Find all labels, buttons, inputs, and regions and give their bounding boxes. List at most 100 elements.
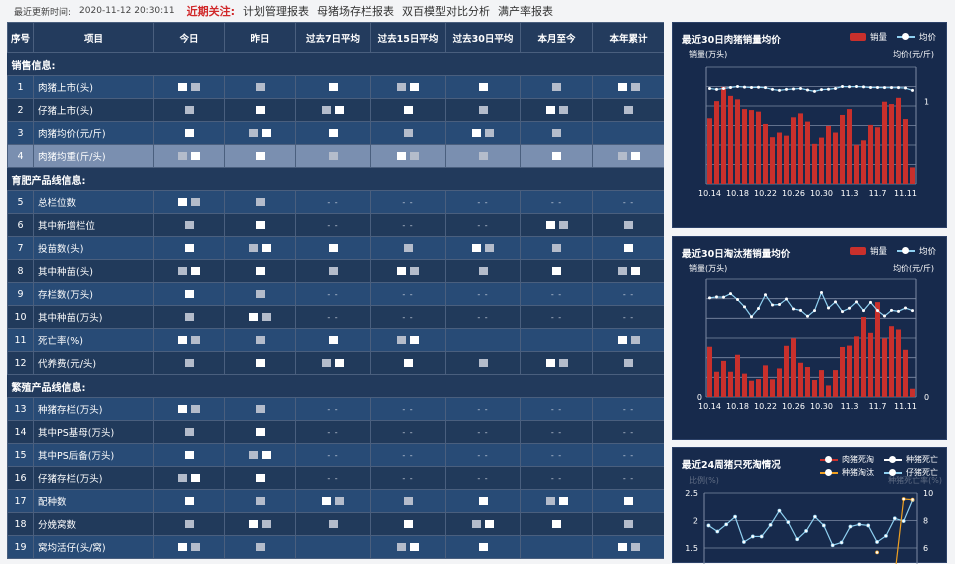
- link-double-hundred-analysis[interactable]: 双百模型对比分析: [402, 5, 491, 18]
- bar: [840, 114, 845, 184]
- value-cell: - -: [370, 305, 446, 329]
- x-tick-label: 11.7: [869, 189, 887, 198]
- bar: [756, 111, 761, 184]
- redacted-value: [328, 520, 338, 528]
- table-row[interactable]: 5 总栏位数 - - - - - - - - - -: [7, 190, 664, 214]
- legend-item-sales[interactable]: 销量: [849, 31, 887, 43]
- price-point: [876, 309, 879, 313]
- value-cell: [224, 420, 296, 444]
- redacted-value: [184, 290, 194, 298]
- value-cell: - -: [370, 420, 446, 444]
- table-row[interactable]: 15 其中PS后备(万头) - - - - - - - - - -: [7, 443, 664, 467]
- update-time: 2020-11-12 20:30:11: [79, 6, 175, 16]
- table-row[interactable]: 8 其中种苗(头): [7, 259, 664, 283]
- value-cell: - -: [445, 305, 521, 329]
- value-cell: - -: [592, 443, 664, 467]
- redacted-value: [328, 83, 338, 91]
- row-item: 总栏位数: [33, 190, 154, 214]
- redacted-value: [630, 83, 640, 91]
- empty-value: - -: [622, 289, 635, 299]
- redacted-value: [255, 198, 265, 206]
- redacted-value: [191, 267, 200, 275]
- legend-item-price[interactable]: 均价: [896, 31, 936, 43]
- link-full-production-report[interactable]: 满产率报表: [498, 5, 554, 18]
- legend-item-price[interactable]: 均价: [896, 245, 936, 257]
- redacted-value: [403, 129, 413, 137]
- series-point: [857, 522, 862, 527]
- bar: [889, 104, 894, 184]
- empty-value: - -: [622, 197, 635, 207]
- legend-label: 肉猪死淘: [842, 455, 874, 464]
- value-cell: - -: [520, 397, 593, 421]
- column-header: 过去30日平均: [445, 22, 521, 53]
- redacted-value: [410, 267, 419, 275]
- legend-item-hog-loss[interactable]: 肉猪死淘: [820, 454, 874, 465]
- value-cell: - -: [592, 282, 664, 306]
- redacted-value: [191, 83, 200, 91]
- table-row[interactable]: 12 代养费(元/头): [7, 351, 664, 375]
- legend-item-sow-cull[interactable]: 种猪淘汰: [820, 467, 874, 478]
- table-row[interactable]: 11 死亡率(%): [7, 328, 664, 352]
- redacted-value: [552, 244, 561, 252]
- bar: [777, 132, 782, 184]
- bar: [728, 371, 733, 397]
- value-cell: - -: [370, 282, 446, 306]
- x-tick-label: 11.3: [841, 189, 859, 198]
- value-cell: [592, 535, 664, 559]
- value-cell: [445, 328, 521, 352]
- empty-value: - -: [477, 289, 489, 299]
- table-row[interactable]: 16 仔猪存栏(万头) - - - - - - - - - -: [7, 466, 664, 490]
- column-header: 过去7日平均: [295, 22, 371, 53]
- value-cell: [520, 351, 593, 375]
- table-row[interactable]: 1 肉猪上市(头): [7, 75, 664, 99]
- price-point: [757, 307, 760, 310]
- legend-item-sow-death[interactable]: 种猪死亡: [884, 454, 938, 465]
- value-cell: [224, 121, 296, 145]
- legend-label: 销量: [869, 247, 887, 257]
- series-point: [848, 524, 853, 529]
- y2-axis-label: 种猪死亡率(%): [888, 476, 942, 485]
- table-row[interactable]: 18 分娩窝数: [7, 512, 664, 536]
- series-point: [910, 497, 915, 502]
- bar: [875, 302, 880, 397]
- legend-item-sales[interactable]: 销量: [849, 245, 887, 257]
- table-row[interactable]: 4 肉猪均重(斤/头): [7, 144, 664, 168]
- table-row[interactable]: 17 配种数: [7, 489, 664, 513]
- price-point: [869, 300, 872, 304]
- table-row[interactable]: 9 存栏数(万头) - - - - - - - - - -: [7, 282, 664, 306]
- redacted-value: [255, 83, 265, 91]
- empty-value: - -: [622, 404, 635, 414]
- table-row[interactable]: 6 其中新增栏位 - - - - - -: [7, 213, 664, 237]
- table-row[interactable]: 19 窝均活仔(头/窝): [7, 535, 664, 559]
- redacted-value: [617, 336, 627, 344]
- kpi-table-container[interactable]: 序号 项目 今日 昨日 过去7日平均 过去15日平均 过去30日平均 本月至今 本年累计 销售信…: [7, 22, 664, 559]
- row-number: 10: [7, 305, 34, 329]
- redacted-value: [410, 336, 419, 344]
- value-cell: [224, 351, 296, 375]
- link-sow-inventory-report[interactable]: 母猪场存栏报表: [317, 5, 395, 18]
- redacted-value: [191, 336, 200, 344]
- row-number: 3: [7, 121, 34, 145]
- redacted-value: [478, 497, 488, 505]
- bar: [847, 345, 852, 397]
- link-plan-report[interactable]: 计划管理报表: [243, 5, 310, 18]
- redacted-value: [630, 267, 640, 275]
- price-point: [722, 86, 725, 90]
- row-number: 8: [7, 259, 34, 283]
- value-cell: [370, 75, 446, 99]
- y2-tick-label: 1: [924, 97, 929, 106]
- bar: [756, 379, 761, 397]
- bar: [819, 137, 824, 184]
- row-number: 1: [7, 75, 34, 99]
- legend-item-piglet-death[interactable]: 仔猪死亡: [884, 467, 938, 478]
- table-row[interactable]: 10 其中种苗(万头) - - - - - - - - - -: [7, 305, 664, 329]
- table-row[interactable]: 13 种猪存栏(万头) - - - - - - - - - -: [7, 397, 664, 421]
- table-row[interactable]: 2 仔猪上市(头): [7, 98, 664, 122]
- redacted-value: [397, 83, 406, 91]
- table-row[interactable]: 3 肉猪均价(元/斤): [7, 121, 664, 145]
- table-row[interactable]: 14 其中PS基母(万头) - - - - - - - - - -: [7, 420, 664, 444]
- value-cell: [370, 328, 446, 352]
- table-row[interactable]: 7 投苗数(头): [7, 236, 664, 260]
- bar: [826, 125, 831, 184]
- value-cell: [153, 213, 225, 237]
